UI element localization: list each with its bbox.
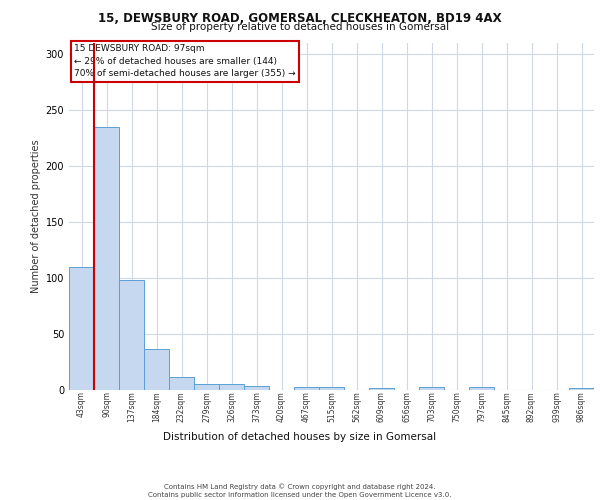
Bar	[69, 266, 94, 390]
Bar	[144, 348, 169, 390]
Bar	[419, 386, 444, 390]
Bar	[219, 384, 244, 390]
Text: Distribution of detached houses by size in Gomersal: Distribution of detached houses by size …	[163, 432, 437, 442]
Bar	[319, 386, 344, 390]
Bar	[369, 388, 394, 390]
Bar	[169, 376, 194, 390]
Text: 15 DEWSBURY ROAD: 97sqm
← 29% of detached houses are smaller (144)
70% of semi-d: 15 DEWSBURY ROAD: 97sqm ← 29% of detache…	[74, 44, 296, 78]
Bar	[294, 386, 319, 390]
Bar	[469, 386, 494, 390]
Bar	[194, 384, 219, 390]
Text: Contains HM Land Registry data © Crown copyright and database right 2024.
Contai: Contains HM Land Registry data © Crown c…	[148, 484, 452, 498]
Bar	[119, 280, 144, 390]
Y-axis label: Number of detached properties: Number of detached properties	[31, 140, 41, 293]
Bar	[244, 386, 269, 390]
Text: 15, DEWSBURY ROAD, GOMERSAL, CLECKHEATON, BD19 4AX: 15, DEWSBURY ROAD, GOMERSAL, CLECKHEATON…	[98, 12, 502, 26]
Bar	[569, 388, 594, 390]
Bar	[94, 126, 119, 390]
Text: Size of property relative to detached houses in Gomersal: Size of property relative to detached ho…	[151, 22, 449, 32]
